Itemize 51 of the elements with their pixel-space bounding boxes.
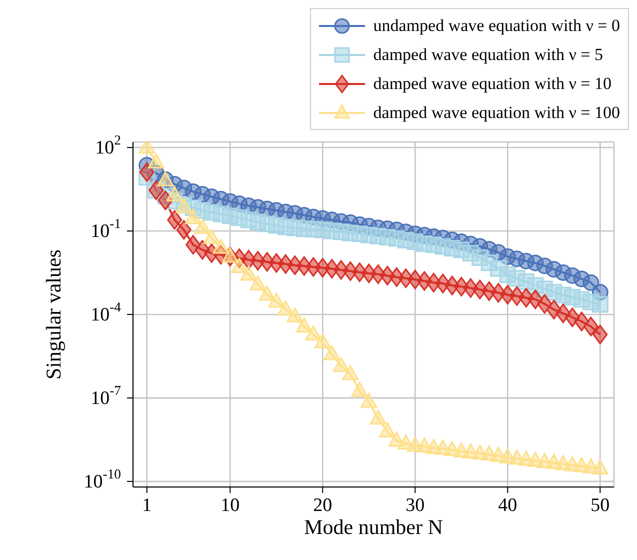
point: [184, 209, 202, 224]
point: [231, 258, 248, 273]
point: [324, 345, 340, 360]
point: [139, 162, 154, 182]
point: [268, 292, 285, 308]
point: [258, 286, 276, 301]
y-tick-label: 10$^{-1}$: [90, 216, 122, 242]
point: [564, 308, 580, 328]
point: [240, 266, 257, 281]
point: [592, 324, 608, 344]
x-tick-label: 40: [498, 495, 518, 516]
point: [314, 333, 331, 348]
point: [176, 220, 192, 240]
point: [592, 460, 608, 475]
legend-label: damped wave equation with ν = 100: [373, 102, 620, 124]
point: [222, 248, 238, 263]
legend-label: damped wave equation with ν = 10: [373, 73, 612, 95]
point: [277, 300, 294, 316]
point: [342, 365, 359, 380]
x-tick-label: 50: [590, 495, 610, 516]
point: [574, 312, 590, 332]
x-tick-label: 1: [142, 495, 152, 516]
x-axis-title: Mode number N: [304, 515, 443, 539]
y-tick-label: 10$^{-7}$: [90, 382, 122, 408]
y-tick-label: 10$^{-4}$: [90, 299, 122, 325]
x-tick-label: 30: [406, 495, 425, 516]
point: [296, 317, 312, 332]
legend-label: damped wave equation with ν = 5: [373, 44, 603, 66]
point: [250, 275, 266, 290]
y-tick-label: 10$^{-10}$: [84, 466, 122, 492]
point: [379, 422, 396, 438]
legend-label: undamped wave equation with ν = 0: [373, 15, 620, 37]
point: [360, 392, 378, 408]
point: [370, 410, 386, 425]
x-tick-label: 10: [220, 495, 240, 516]
x-tick-label: 20: [313, 495, 332, 516]
point: [583, 316, 598, 336]
point: [212, 238, 230, 254]
point: [186, 235, 201, 255]
point: [582, 274, 600, 291]
point: [167, 210, 182, 230]
y-axis-title: Singular values: [41, 249, 66, 380]
point: [286, 307, 304, 322]
point: [332, 357, 350, 372]
point: [537, 294, 552, 314]
point: [203, 229, 220, 244]
point: [528, 290, 543, 310]
point: [592, 296, 608, 313]
y-tick-label: 10$^{2}$: [95, 132, 122, 158]
point: [351, 382, 368, 397]
point: [305, 326, 322, 341]
